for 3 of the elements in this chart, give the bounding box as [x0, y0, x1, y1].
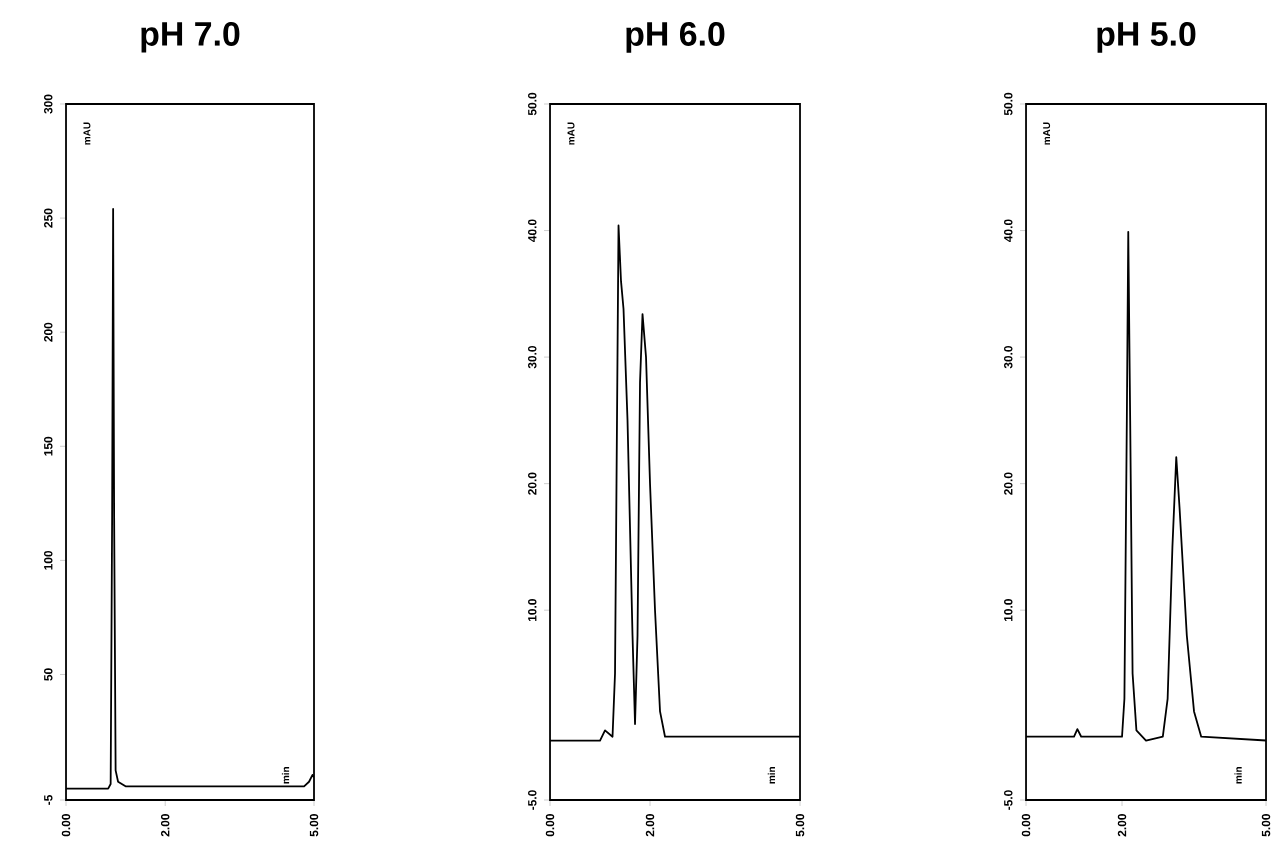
chart-title: pH 7.0 — [141, 21, 240, 53]
chart-title: pH 5.0 — [1097, 21, 1196, 53]
chart-title: pH 6.0 — [626, 21, 725, 53]
